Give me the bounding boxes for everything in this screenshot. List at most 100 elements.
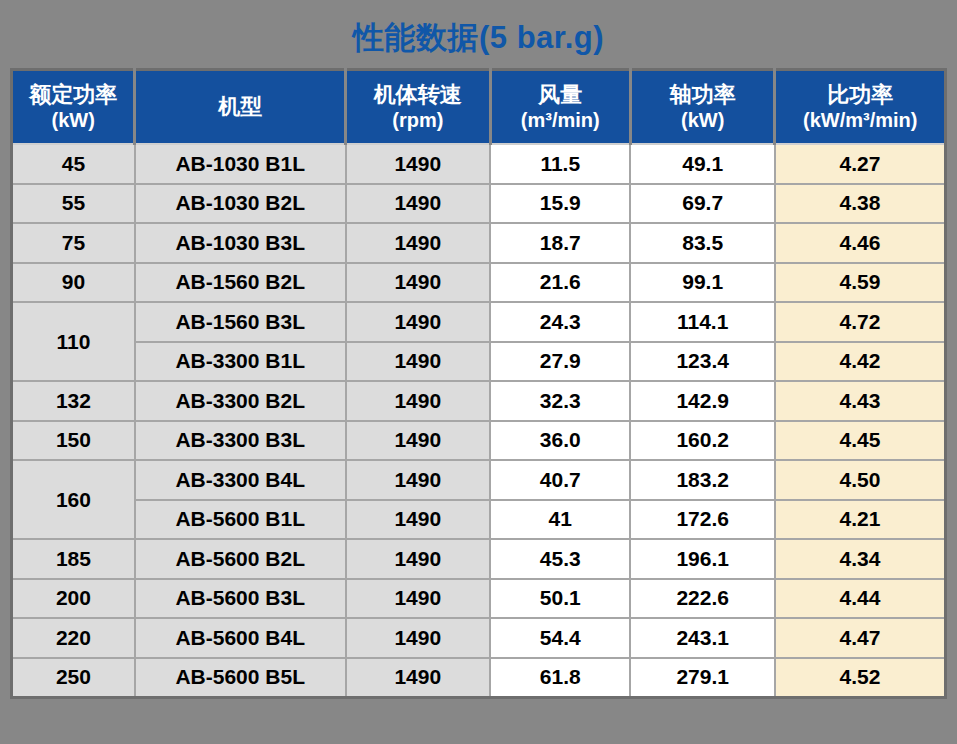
cell-air-flow: 50.1 bbox=[490, 579, 630, 619]
table-row: 132 AB-3300 B2L 1490 32.3 142.9 4.43 bbox=[12, 381, 946, 421]
cell-specific-power: 4.34 bbox=[775, 539, 946, 579]
cell-rated-power: 132 bbox=[12, 381, 135, 421]
cell-specific-power: 4.38 bbox=[775, 184, 946, 224]
cell-model: AB-1030 B2L bbox=[135, 184, 346, 224]
column-header-label: 机型 bbox=[136, 94, 344, 120]
table-header-row: 额定功率 (kW) 机型 机体转速 (rpm) 风量 (m³/min) 轴功率 bbox=[12, 70, 946, 145]
cell-rotation-speed: 1490 bbox=[346, 539, 490, 579]
column-header-unit: (kW) bbox=[632, 108, 773, 132]
cell-rotation-speed: 1490 bbox=[346, 460, 490, 500]
cell-rated-power: 55 bbox=[12, 184, 135, 224]
table-row: 90 AB-1560 B2L 1490 21.6 99.1 4.59 bbox=[12, 263, 946, 303]
cell-shaft-power: 279.1 bbox=[630, 658, 774, 698]
title-bar: 性能数据(5 bar.g) bbox=[0, 0, 957, 66]
cell-model: AB-5600 B1L bbox=[135, 500, 346, 540]
cell-shaft-power: 83.5 bbox=[630, 223, 774, 263]
cell-air-flow: 61.8 bbox=[490, 658, 630, 698]
cell-model: AB-1560 B2L bbox=[135, 263, 346, 303]
cell-shaft-power: 114.1 bbox=[630, 302, 774, 342]
column-header-unit: (m³/min) bbox=[492, 108, 629, 132]
cell-air-flow: 27.9 bbox=[490, 342, 630, 382]
cell-air-flow: 24.3 bbox=[490, 302, 630, 342]
cell-shaft-power: 160.2 bbox=[630, 421, 774, 461]
column-header-model: 机型 bbox=[135, 70, 346, 145]
cell-rated-power-merged: 110 bbox=[12, 302, 135, 381]
cell-air-flow: 15.9 bbox=[490, 184, 630, 224]
column-header-unit: (kW) bbox=[13, 108, 133, 132]
cell-shaft-power: 183.2 bbox=[630, 460, 774, 500]
cell-specific-power: 4.50 bbox=[775, 460, 946, 500]
cell-model: AB-1560 B3L bbox=[135, 302, 346, 342]
cell-rotation-speed: 1490 bbox=[346, 381, 490, 421]
cell-model: AB-3300 B4L bbox=[135, 460, 346, 500]
cell-shaft-power: 69.7 bbox=[630, 184, 774, 224]
cell-air-flow: 36.0 bbox=[490, 421, 630, 461]
cell-air-flow: 45.3 bbox=[490, 539, 630, 579]
cell-model: AB-3300 B2L bbox=[135, 381, 346, 421]
cell-rotation-speed: 1490 bbox=[346, 658, 490, 698]
cell-specific-power: 4.45 bbox=[775, 421, 946, 461]
cell-rotation-speed: 1490 bbox=[346, 302, 490, 342]
cell-shaft-power: 142.9 bbox=[630, 381, 774, 421]
column-header-label: 轴功率 bbox=[632, 82, 773, 108]
cell-specific-power: 4.42 bbox=[775, 342, 946, 382]
cell-model: AB-5600 B3L bbox=[135, 579, 346, 619]
cell-specific-power: 4.21 bbox=[775, 500, 946, 540]
cell-rated-power: 75 bbox=[12, 223, 135, 263]
cell-air-flow: 11.5 bbox=[490, 144, 630, 184]
table-row: 200 AB-5600 B3L 1490 50.1 222.6 4.44 bbox=[12, 579, 946, 619]
cell-specific-power: 4.44 bbox=[775, 579, 946, 619]
cell-specific-power: 4.46 bbox=[775, 223, 946, 263]
cell-rotation-speed: 1490 bbox=[346, 184, 490, 224]
column-header-label: 风量 bbox=[492, 82, 629, 108]
cell-rated-power-merged: 160 bbox=[12, 460, 135, 539]
column-header-air-flow: 风量 (m³/min) bbox=[490, 70, 630, 145]
table-row: AB-3300 B1L 1490 27.9 123.4 4.42 bbox=[12, 342, 946, 382]
table-row: 160 AB-3300 B4L 1490 40.7 183.2 4.50 bbox=[12, 460, 946, 500]
cell-rated-power: 45 bbox=[12, 144, 135, 184]
column-header-shaft-power: 轴功率 (kW) bbox=[630, 70, 774, 145]
cell-air-flow: 18.7 bbox=[490, 223, 630, 263]
cell-rated-power: 150 bbox=[12, 421, 135, 461]
column-header-rotation-speed: 机体转速 (rpm) bbox=[346, 70, 490, 145]
cell-rated-power: 200 bbox=[12, 579, 135, 619]
cell-shaft-power: 123.4 bbox=[630, 342, 774, 382]
column-header-label: 机体转速 bbox=[347, 82, 488, 108]
cell-specific-power: 4.27 bbox=[775, 144, 946, 184]
cell-specific-power: 4.47 bbox=[775, 618, 946, 658]
table-row: 220 AB-5600 B4L 1490 54.4 243.1 4.47 bbox=[12, 618, 946, 658]
cell-rotation-speed: 1490 bbox=[346, 263, 490, 303]
cell-air-flow: 21.6 bbox=[490, 263, 630, 303]
column-header-unit: (rpm) bbox=[347, 108, 488, 132]
column-header-rated-power: 额定功率 (kW) bbox=[12, 70, 135, 145]
column-header-specific-power: 比功率 (kW/m³/min) bbox=[775, 70, 946, 145]
performance-table-container: 额定功率 (kW) 机型 机体转速 (rpm) 风量 (m³/min) 轴功率 bbox=[10, 68, 947, 699]
cell-shaft-power: 243.1 bbox=[630, 618, 774, 658]
table-row: 55 AB-1030 B2L 1490 15.9 69.7 4.38 bbox=[12, 184, 946, 224]
cell-specific-power: 4.43 bbox=[775, 381, 946, 421]
cell-model: AB-3300 B3L bbox=[135, 421, 346, 461]
cell-air-flow: 54.4 bbox=[490, 618, 630, 658]
cell-specific-power: 4.72 bbox=[775, 302, 946, 342]
cell-air-flow: 41 bbox=[490, 500, 630, 540]
cell-rotation-speed: 1490 bbox=[346, 144, 490, 184]
cell-rotation-speed: 1490 bbox=[346, 618, 490, 658]
cell-model: AB-5600 B5L bbox=[135, 658, 346, 698]
cell-specific-power: 4.59 bbox=[775, 263, 946, 303]
column-header-label: 比功率 bbox=[776, 82, 944, 108]
cell-rated-power: 90 bbox=[12, 263, 135, 303]
table-row: 45 AB-1030 B1L 1490 11.5 49.1 4.27 bbox=[12, 144, 946, 184]
cell-air-flow: 40.7 bbox=[490, 460, 630, 500]
table-row: 150 AB-3300 B3L 1490 36.0 160.2 4.45 bbox=[12, 421, 946, 461]
cell-rotation-speed: 1490 bbox=[346, 342, 490, 382]
cell-shaft-power: 99.1 bbox=[630, 263, 774, 303]
cell-shaft-power: 49.1 bbox=[630, 144, 774, 184]
cell-model: AB-5600 B2L bbox=[135, 539, 346, 579]
cell-air-flow: 32.3 bbox=[490, 381, 630, 421]
table-row: 185 AB-5600 B2L 1490 45.3 196.1 4.34 bbox=[12, 539, 946, 579]
cell-model: AB-5600 B4L bbox=[135, 618, 346, 658]
column-header-unit: (kW/m³/min) bbox=[776, 108, 944, 132]
cell-rated-power: 250 bbox=[12, 658, 135, 698]
cell-shaft-power: 196.1 bbox=[630, 539, 774, 579]
cell-model: AB-1030 B3L bbox=[135, 223, 346, 263]
